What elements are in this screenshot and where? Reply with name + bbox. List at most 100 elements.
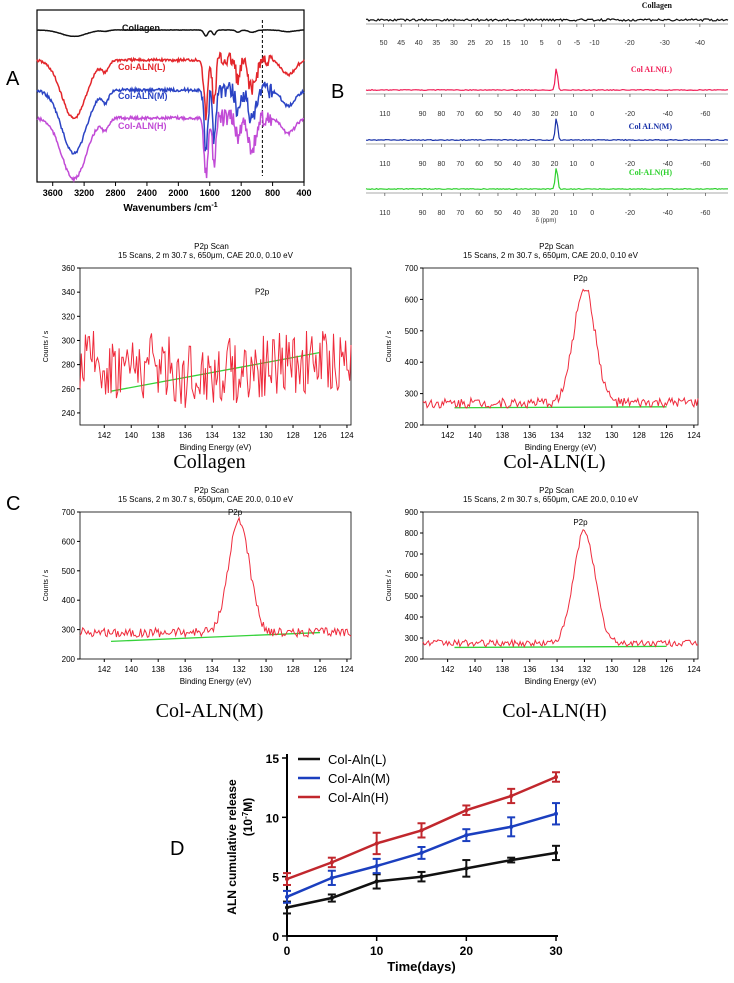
panel-c-xtick-label: 124	[340, 431, 354, 440]
panel-c-xtick-label: 128	[286, 431, 300, 440]
panel-b-tick-label: 110	[379, 161, 390, 168]
panel-c-xtick-label: 134	[550, 431, 564, 440]
panel-b-tick-label: 60	[475, 210, 483, 217]
panel-c-xlabel: Binding Energy (eV)	[180, 677, 252, 686]
panel-b-tick-label: 40	[513, 161, 521, 168]
panel-c-spectrum	[79, 330, 352, 408]
panel-c-ytick-label: 360	[62, 264, 76, 273]
panel-label-a: A	[6, 68, 20, 90]
panel-c-ytick-label: 700	[405, 264, 419, 273]
panel-c-ytick-label: 240	[62, 409, 76, 418]
panel-c-xtick-label: 130	[605, 665, 619, 674]
panel-c-ytick-label: 200	[405, 421, 419, 430]
panel-b-spectrum	[365, 168, 728, 191]
panel-c-ytick-label: 900	[405, 508, 419, 517]
panel-label-b: B	[331, 81, 344, 103]
panel-d-xtick-label: 30	[549, 944, 563, 958]
panel-d-ytick-label: 15	[266, 752, 280, 766]
panel-b-tick-label: 0	[557, 40, 561, 47]
panel-c-spectrum	[79, 516, 352, 639]
panel-d-point	[464, 866, 469, 871]
panel-b-tick-label: 50	[494, 111, 502, 118]
panel-b-tick-label: 0	[590, 210, 594, 217]
panel-c-xtick-label: 124	[340, 665, 354, 674]
panel-c-xtick-label: 138	[496, 431, 510, 440]
panel-a-xtick-label: 2000	[168, 188, 188, 198]
panel-b-spectrum	[365, 118, 729, 142]
panel-c-xtick-label: 128	[286, 665, 300, 674]
panel-b-tick-label: 30	[532, 210, 540, 217]
panel-c-header2: 15 Scans, 2 m 30.7 s, 650μm, CAE 20.0, 0…	[118, 251, 294, 260]
panel-d-point	[329, 860, 334, 865]
panel-d-point	[464, 833, 469, 838]
panel-b-tick-label: 45	[397, 40, 405, 47]
panel-b-tick-label: 90	[419, 161, 427, 168]
panel-c-header2: 15 Scans, 2 m 30.7 s, 650μm, CAE 20.0, 0…	[118, 495, 294, 504]
panel-d-ytick-label: 5	[272, 871, 279, 885]
panel-b-tick-label: 5	[540, 40, 544, 47]
panel-c-xtick-label: 132	[232, 431, 246, 440]
panel-c-xtick-label: 134	[205, 665, 219, 674]
panel-c-ytick-label: 400	[405, 613, 419, 622]
panel-a-frame	[36, 9, 305, 183]
panel-d-ylabel-units: (10-7M)	[241, 798, 255, 836]
panel-b-tick-label: 10	[520, 40, 528, 47]
panel-c-ytick-label: 300	[62, 626, 76, 635]
panel-c-xtick-label: 136	[523, 665, 537, 674]
panel-b-tick-label: 60	[475, 161, 483, 168]
panel-b-tick-label: -20	[625, 161, 635, 168]
panel-a-xtick-label: 2800	[106, 188, 126, 198]
panel-c-ytick-label: 700	[405, 550, 419, 559]
panel-b-tick-label: 110	[379, 210, 390, 217]
panel-c-ylabel: Counts / s	[386, 330, 393, 362]
panel-b-tick-label: -40	[695, 40, 705, 47]
panel-d-point	[374, 863, 379, 868]
panel-a-series-line	[37, 29, 305, 38]
panel-b-xlabel: δ (ppm)	[536, 218, 557, 224]
panel-d-ylabel-end: M)	[241, 798, 255, 812]
panel-c-xtick-label: 136	[523, 431, 537, 440]
panel-d-xlabel: Time(days)	[387, 959, 455, 974]
panel-c-ytick-label: 300	[405, 390, 419, 399]
panel-c-ytick-label: 280	[62, 361, 76, 370]
panel-b-tick-label: 50	[494, 161, 502, 168]
panel-c-caption: Col-ALN(M)	[156, 700, 264, 722]
panel-d-point	[419, 874, 424, 879]
panel-c-xtick-label: 130	[259, 431, 273, 440]
panel-d-xtick-label: 0	[284, 944, 291, 958]
panel-c-ytick-label: 700	[62, 508, 76, 517]
panel-c-header2: 15 Scans, 2 m 30.7 s, 650μm, CAE 20.0, 0…	[463, 251, 639, 260]
panel-c-baseline	[110, 631, 321, 643]
panel-c-xtick-label: 140	[468, 665, 482, 674]
panel-d-legend-label: Col-Aln(M)	[328, 771, 390, 786]
panel-c-xtick-label: 124	[687, 431, 701, 440]
panel-d-legend-label: Col-Aln(L)	[328, 752, 387, 767]
panel-b-tick-label: -60	[700, 161, 710, 168]
panel-b-tick-label: -5	[574, 40, 580, 47]
panel-c-spectrum	[422, 528, 699, 648]
panel-b-tick-label: 80	[438, 210, 446, 217]
panel-b-tick-label: -40	[663, 210, 673, 217]
panel-b-tick-label: -20	[625, 111, 635, 118]
panel-c-xtick-label: 124	[687, 665, 701, 674]
panel-b-tick-label: -10	[589, 40, 599, 47]
panel-d-ylabel: ALN cumulative release	[225, 779, 239, 915]
panel-d-release: 0 5 10 15 0 10 20 30 Time(days) ALN cumulative re…	[225, 752, 563, 974]
panel-c-ytick-label: 600	[405, 571, 419, 580]
panel-b-tick-label: 10	[569, 210, 577, 217]
panel-c-xtick-label: 126	[660, 431, 674, 440]
panel-c-ytick-label: 340	[62, 288, 76, 297]
panel-c-xtick-label: 136	[178, 431, 192, 440]
panel-a-xtick-label: 1600	[200, 188, 220, 198]
panel-a-xtick-label: 1200	[231, 188, 251, 198]
panel-c-xtick-label: 126	[313, 665, 327, 674]
panel-b-tick-label: 70	[456, 210, 464, 217]
panel-d-point	[374, 879, 379, 884]
panel-b-tick-label: 30	[532, 161, 540, 168]
panel-c-caption: Col-ALN(L)	[503, 451, 605, 473]
panel-c-ytick-label: 400	[62, 596, 76, 605]
panel-b-tick-label: 70	[456, 111, 464, 118]
panel-b-tick-label: 20	[551, 111, 559, 118]
panel-b-tick-label: -60	[700, 210, 710, 217]
